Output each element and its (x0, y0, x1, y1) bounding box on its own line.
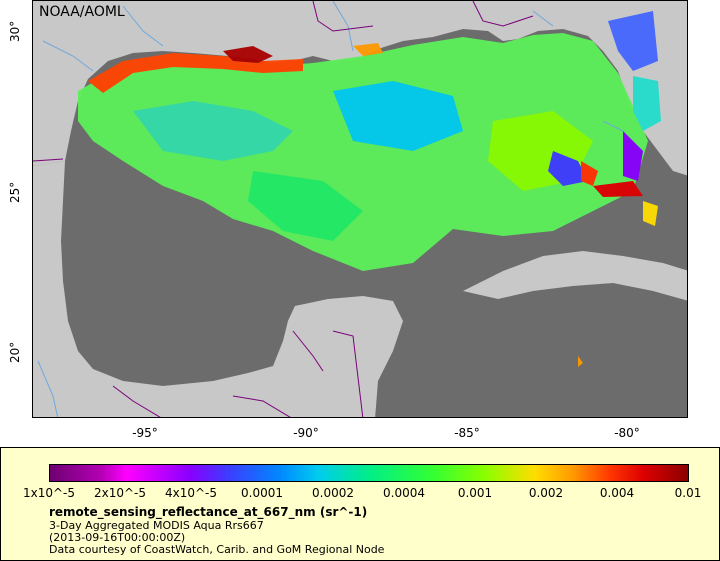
legend-title: remote_sensing_reflectance_at_667_nm (sr… (49, 505, 368, 519)
colorbar-label: 1x10^-5 (22, 486, 76, 500)
lat-tick-20: 20° (8, 341, 22, 363)
legend-credit: Data courtesy of CoastWatch, Carib. and … (49, 543, 385, 556)
reflectance-data-layer (78, 11, 661, 367)
legend-subtitle: 3-Day Aggregated MODIS Aqua Rrs667 (49, 519, 264, 532)
yucatan-land (278, 296, 403, 417)
lon-tick-80: -80° (614, 426, 640, 440)
us-land (33, 1, 687, 166)
colorbar-label: 0.0004 (383, 486, 425, 500)
colorbar-label: 0.002 (528, 486, 564, 500)
lon-tick-90: -90° (293, 426, 319, 440)
colorbar-label: 0.0001 (241, 486, 283, 500)
lat-tick-30: 30° (8, 20, 22, 42)
legend-time: (2013-09-16T00:00:00Z) (49, 531, 186, 544)
cuba-land (463, 251, 687, 301)
gulf-of-mexico-map (33, 1, 687, 417)
lon-tick-85: -85° (454, 426, 480, 440)
map-panel[interactable]: NOAA/AOML (32, 0, 688, 418)
political-borders (33, 1, 534, 417)
colorbar-label: 0.0002 (312, 486, 354, 500)
org-label: NOAA/AOML (39, 4, 125, 20)
lat-tick-25: 25° (8, 181, 22, 203)
lon-tick-95: -95° (132, 426, 158, 440)
rivers (37, 1, 624, 417)
colorbar (49, 464, 689, 482)
legend-panel: 1x10^-5 2x10^-5 4x10^-5 0.0001 0.0002 0.… (0, 447, 720, 561)
colorbar-label: 4x10^-5 (164, 486, 218, 500)
colorbar-label: 0.001 (457, 486, 493, 500)
florida-land (588, 36, 687, 176)
colorbar-label: 0.01 (674, 486, 702, 500)
colorbar-label: 2x10^-5 (93, 486, 147, 500)
colorbar-label: 0.004 (599, 486, 635, 500)
